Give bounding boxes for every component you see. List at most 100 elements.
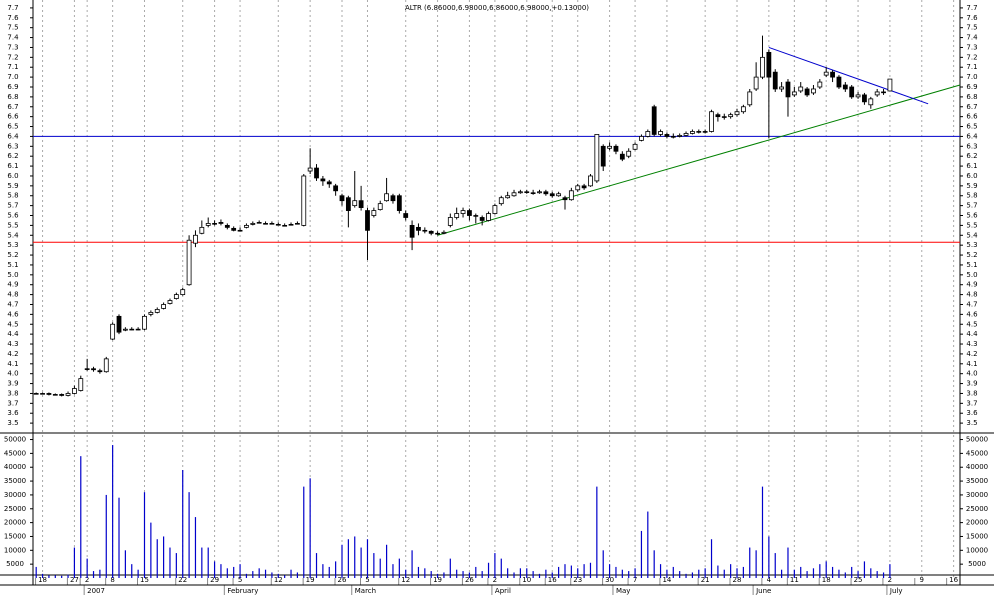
volume-bar (558, 566, 560, 578)
volume-bar (755, 550, 757, 578)
candle-body (486, 213, 491, 221)
candle-body (511, 192, 517, 197)
candle-body (371, 210, 377, 216)
candle-body (244, 224, 249, 228)
volume-bar (309, 478, 311, 578)
candle-body (441, 231, 447, 234)
y-tick-label: 4.8 (966, 291, 977, 299)
volume-bar (679, 571, 681, 578)
volume-bar (188, 492, 190, 578)
volume-bar (385, 544, 388, 578)
volume-bar (800, 566, 802, 578)
volume-bar (296, 572, 299, 578)
volume-bar (258, 568, 260, 578)
y-tick-label: 4.5 (7, 320, 18, 328)
volume-bar (577, 568, 579, 578)
candle-body (447, 217, 453, 226)
y-tick-label: 6.4 (966, 132, 978, 140)
volume-tick-label: 5000 (6, 560, 24, 568)
volume-bar (602, 550, 604, 578)
y-tick-label: 7.6 (7, 14, 19, 22)
volume-bar (487, 562, 490, 578)
x-tick-label: 2 (85, 576, 89, 584)
y-tick-label: 5.2 (7, 251, 18, 259)
volume-tick-label: 10000 (966, 546, 988, 554)
volume-bar (838, 569, 840, 578)
month-label: June (755, 587, 771, 595)
candle-body (377, 203, 383, 210)
candle-body (537, 191, 542, 194)
candle-body (256, 222, 262, 224)
y-tick-label: 7.5 (7, 24, 18, 32)
y-tick-label: 7.3 (966, 43, 977, 51)
candle-body (173, 294, 179, 299)
volume-bar (812, 568, 815, 578)
candle-body (766, 51, 772, 78)
x-tick-label: 21 (701, 576, 710, 584)
candle-body (568, 190, 574, 201)
x-tick-label: 2 (493, 576, 497, 584)
candle-body (715, 114, 721, 118)
volume-bar (373, 553, 375, 578)
volume-bar (112, 445, 114, 578)
volume-bar (322, 564, 324, 578)
volume-bar (481, 571, 483, 578)
candle-body (791, 91, 797, 96)
y-tick-label: 7.7 (966, 4, 977, 12)
x-tick-label: 5 (365, 576, 369, 584)
candle-body (740, 106, 746, 113)
candle-body (747, 91, 753, 106)
volume-bar (156, 539, 158, 578)
y-tick-label: 7.3 (7, 43, 18, 51)
volume-bar (80, 456, 82, 578)
volume-bar (462, 571, 464, 578)
y-tick-label: 6.5 (7, 123, 18, 131)
candle-body (422, 229, 428, 232)
y-tick-label: 5.0 (7, 271, 18, 279)
candle-body (135, 328, 141, 331)
candle-body (785, 81, 791, 98)
volume-bar (857, 571, 859, 578)
candle-body (467, 210, 472, 216)
candle-body (460, 210, 466, 214)
x-tick-label: 16 (548, 576, 557, 584)
x-tick-label: 19 (306, 576, 315, 584)
y-tick-label: 7.0 (966, 73, 977, 81)
y-tick-label: 4.5 (966, 320, 977, 328)
volume-tick-label: 15000 (966, 532, 988, 540)
y-tick-label: 3.6 (7, 409, 19, 417)
y-tick-label: 4.6 (7, 310, 19, 318)
candle-body (307, 167, 313, 172)
candle-body (836, 76, 842, 88)
candle-body (180, 289, 186, 295)
y-tick-label: 3.9 (7, 380, 18, 388)
volume-bar (889, 564, 891, 578)
y-tick-label: 5.7 (7, 202, 18, 210)
volume-tick-label: 25000 (966, 505, 988, 513)
candle-body (409, 224, 415, 238)
candle-body (728, 114, 734, 118)
volume-tick-label: 50000 (966, 436, 988, 444)
volume-bar (131, 564, 133, 578)
volume-bar (475, 566, 477, 578)
volume-bar (61, 575, 63, 578)
volume-bar (793, 569, 795, 578)
y-tick-label: 6.1 (966, 162, 977, 170)
volume-bar (876, 571, 878, 578)
volume-bar (118, 497, 120, 578)
volume-bar (717, 565, 719, 578)
volume-bar (175, 553, 177, 578)
volume-bar (583, 564, 585, 578)
volume-bar (245, 573, 248, 578)
volume-tick-label: 15000 (4, 532, 26, 540)
volume-tick-label: 10000 (4, 546, 26, 554)
volume-bar (379, 558, 381, 578)
volume-bar (335, 561, 337, 578)
candle-body (588, 175, 593, 187)
candle-body (352, 200, 358, 207)
candle-body (473, 215, 479, 217)
y-tick-label: 4.4 (7, 330, 19, 338)
volume-bar (194, 517, 197, 578)
volume-tick-label: 35000 (4, 477, 26, 485)
volume-bar (105, 494, 107, 578)
